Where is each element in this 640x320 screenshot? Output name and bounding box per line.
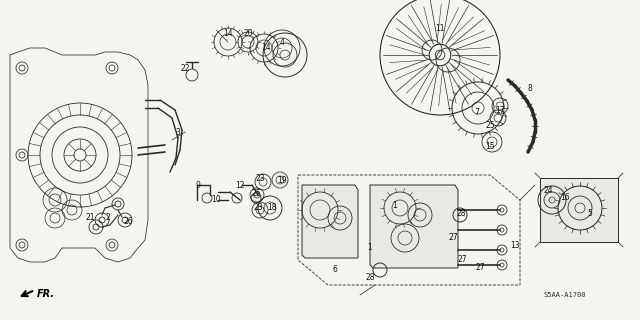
Text: 24: 24	[543, 186, 553, 195]
Text: 3: 3	[175, 127, 180, 137]
Text: 14: 14	[261, 43, 271, 52]
Text: 27: 27	[448, 234, 458, 243]
Text: 16: 16	[560, 194, 570, 203]
Polygon shape	[540, 178, 618, 242]
Text: 22: 22	[180, 63, 189, 73]
Text: 28: 28	[456, 210, 466, 219]
Polygon shape	[370, 185, 458, 268]
Text: 2: 2	[106, 213, 110, 222]
Text: 14: 14	[223, 28, 233, 37]
Text: 8: 8	[527, 84, 532, 92]
Text: 18: 18	[268, 203, 276, 212]
Text: 21: 21	[85, 213, 95, 222]
Text: 27: 27	[457, 255, 467, 265]
Text: 17: 17	[495, 106, 505, 115]
Text: 20: 20	[243, 28, 253, 37]
Text: 23: 23	[255, 173, 265, 182]
Text: 25: 25	[251, 188, 261, 197]
Text: FR.: FR.	[37, 289, 55, 299]
Text: 10: 10	[211, 196, 221, 204]
Text: 1: 1	[392, 201, 397, 210]
Text: 19: 19	[277, 175, 287, 185]
Text: 9: 9	[196, 180, 200, 189]
Text: 7: 7	[475, 108, 479, 116]
Text: 12: 12	[236, 180, 244, 189]
Text: 23: 23	[253, 204, 263, 212]
Text: 5: 5	[588, 210, 593, 219]
Text: 28: 28	[365, 273, 375, 282]
Text: 11: 11	[435, 23, 445, 33]
Text: 6: 6	[333, 266, 337, 275]
Text: 25: 25	[485, 121, 495, 130]
Text: 27: 27	[475, 263, 485, 273]
Text: S5AA-A1700: S5AA-A1700	[544, 292, 586, 298]
Text: 15: 15	[485, 141, 495, 150]
Text: 4: 4	[280, 37, 284, 46]
Polygon shape	[302, 185, 358, 258]
Text: 1: 1	[367, 244, 372, 252]
Text: 26: 26	[123, 218, 133, 227]
Text: 13: 13	[510, 242, 520, 251]
